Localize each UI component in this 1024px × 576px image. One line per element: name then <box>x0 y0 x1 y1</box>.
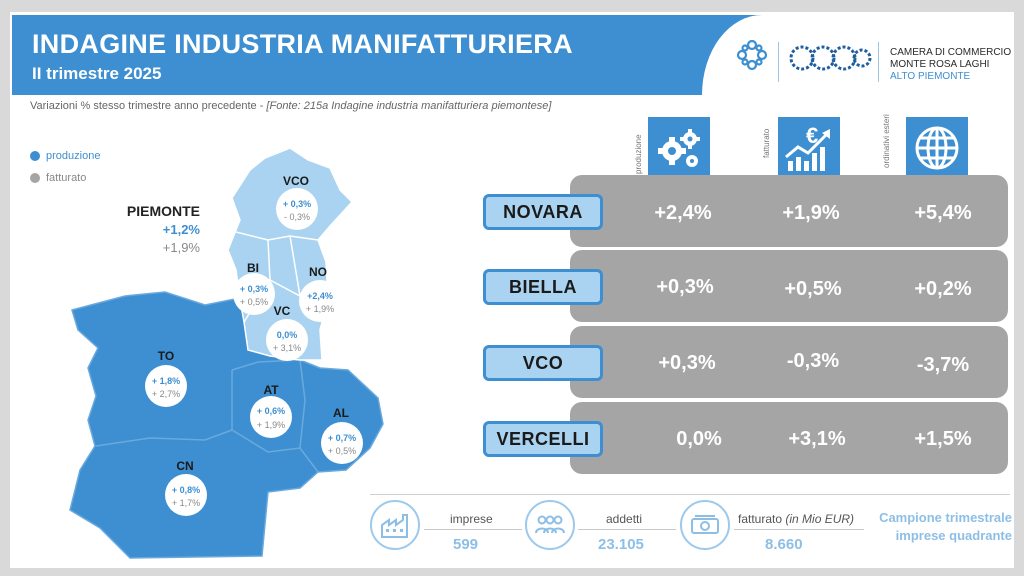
province-produzione: + 0,3% <box>283 199 311 209</box>
logo-area <box>702 15 1012 95</box>
province-fatturato: + 2,7% <box>152 389 180 399</box>
value-fatturato: +1,9% <box>782 202 840 224</box>
province-label: VC <box>274 304 291 318</box>
map-border <box>235 231 319 241</box>
province-produzione: 0,0% <box>277 330 298 340</box>
value-fatturato: -0,3% <box>786 350 840 372</box>
map-border <box>231 370 319 473</box>
province-label: VCO <box>283 174 309 188</box>
province-fatturato: + 1,9% <box>257 420 285 430</box>
value-ordinativi: +1,5% <box>914 428 972 450</box>
money-icon <box>680 500 730 550</box>
value-ordinativi: +5,4% <box>914 202 972 224</box>
value-ordinativi: +0,2% <box>914 278 972 300</box>
svg-text:€: € <box>806 123 818 148</box>
value-ordinativi: -3,7% <box>916 354 970 376</box>
region-produzione: +1,2% <box>162 222 200 237</box>
imprese-label: imprese <box>450 512 493 526</box>
province-produzione: + 0,6% <box>257 406 285 416</box>
province-produzione: + 0,8% <box>172 485 200 495</box>
province-produzione: + 1,8% <box>152 376 180 386</box>
addetti-value: 23.105 <box>598 536 644 553</box>
row-background <box>570 250 1008 322</box>
gears-icon <box>648 117 710 179</box>
page-title: INDAGINE INDUSTRIA MANIFATTURIERA <box>32 29 573 59</box>
province-circle <box>276 188 318 230</box>
value-produzione: 0,0% <box>676 428 722 450</box>
map-border <box>95 429 233 447</box>
page-subtitle: II trimestre 2025 <box>32 64 162 83</box>
piemonte-map: VCO + 0,3% - 0,3% BI + 0,3% + 0,5% NO +2… <box>69 147 384 559</box>
province-label: AT <box>263 383 279 397</box>
column-label: produzione <box>634 134 643 174</box>
map-legend: produzione fatturato <box>30 150 100 194</box>
province-circle <box>233 273 275 315</box>
region-fatturato: +1,9% <box>162 240 200 255</box>
province-name-box: VERCELLI <box>483 421 603 457</box>
chamber-emblem-icon <box>734 37 770 78</box>
source-note: Variazioni % stesso trimestre anno prece… <box>30 100 552 112</box>
province-name-box: VCO <box>483 345 603 381</box>
province-circle <box>299 280 341 322</box>
province-circle <box>321 422 363 464</box>
province-name-box: BIELLA <box>483 269 603 305</box>
province-fatturato: - 0,3% <box>284 212 310 222</box>
province-produzione: +2,4% <box>307 291 333 301</box>
province-circle <box>250 396 292 438</box>
column-label: fatturato <box>762 128 771 158</box>
value-produzione: +0,3% <box>656 276 714 298</box>
region-name: PIEMONTE <box>126 203 200 219</box>
header-banner: INDAGINE INDUSTRIA MANIFATTURIERA II tri… <box>12 15 1012 95</box>
province-fatturato: + 1,7% <box>172 498 200 508</box>
people-icon <box>525 500 575 550</box>
row-background <box>570 402 1008 474</box>
legend-label: produzione <box>46 150 101 162</box>
legend-swatch <box>30 173 40 183</box>
province-fatturato: + 3,1% <box>273 343 301 353</box>
logo-divider <box>878 42 879 82</box>
globe-icon <box>906 117 968 179</box>
map-border <box>299 359 306 449</box>
row-background <box>570 326 1008 398</box>
province-produzione: + 0,3% <box>240 284 268 294</box>
factory-icon <box>370 500 420 550</box>
legend-label: fatturato <box>46 172 87 184</box>
column-label: ordinativi esteri <box>882 114 891 168</box>
value-produzione: +2,4% <box>654 202 712 224</box>
imprese-value: 599 <box>453 536 479 553</box>
chamber-name: CAMERA DI COMMERCIO MONTE ROSA LAGHI ALT… <box>890 47 1012 82</box>
province-label: TO <box>158 349 174 363</box>
logo-divider <box>778 42 779 82</box>
province-produzione: + 0,7% <box>328 433 356 443</box>
fatturato-label: fatturato (in Mio EUR) <box>738 512 855 526</box>
addetti-label: addetti <box>606 512 643 526</box>
province-fatturato: + 0,5% <box>240 297 268 307</box>
campione-note: Campione trimestrale imprese quadrante <box>879 510 1012 543</box>
footer-divider <box>370 494 1010 495</box>
footer-line <box>734 529 864 530</box>
province-label: NO <box>309 265 327 279</box>
value-fatturato: +0,5% <box>784 278 842 300</box>
province-circle <box>145 365 187 407</box>
province-label: AL <box>333 406 349 420</box>
euro-growth-icon: € <box>778 117 840 179</box>
map-border <box>289 235 301 297</box>
piemonte-summary: PIEMONTE +1,2% +1,9% <box>110 203 200 255</box>
row-background <box>570 175 1008 247</box>
legend-swatch <box>30 151 40 161</box>
province-label: BI <box>247 261 259 275</box>
rings-logo-icon <box>788 43 872 78</box>
footer-line <box>424 529 522 530</box>
value-fatturato: +3,1% <box>788 428 846 450</box>
footer-line <box>578 529 676 530</box>
province-fatturato: + 0,5% <box>328 446 356 456</box>
province-label: CN <box>176 459 193 473</box>
province-name-box: NOVARA <box>483 194 603 230</box>
province-fatturato: + 1,9% <box>306 304 334 314</box>
province-circle <box>165 474 207 516</box>
value-produzione: +0,3% <box>658 352 716 374</box>
fatturato-value: 8.660 <box>765 536 803 553</box>
province-circle <box>266 319 308 361</box>
